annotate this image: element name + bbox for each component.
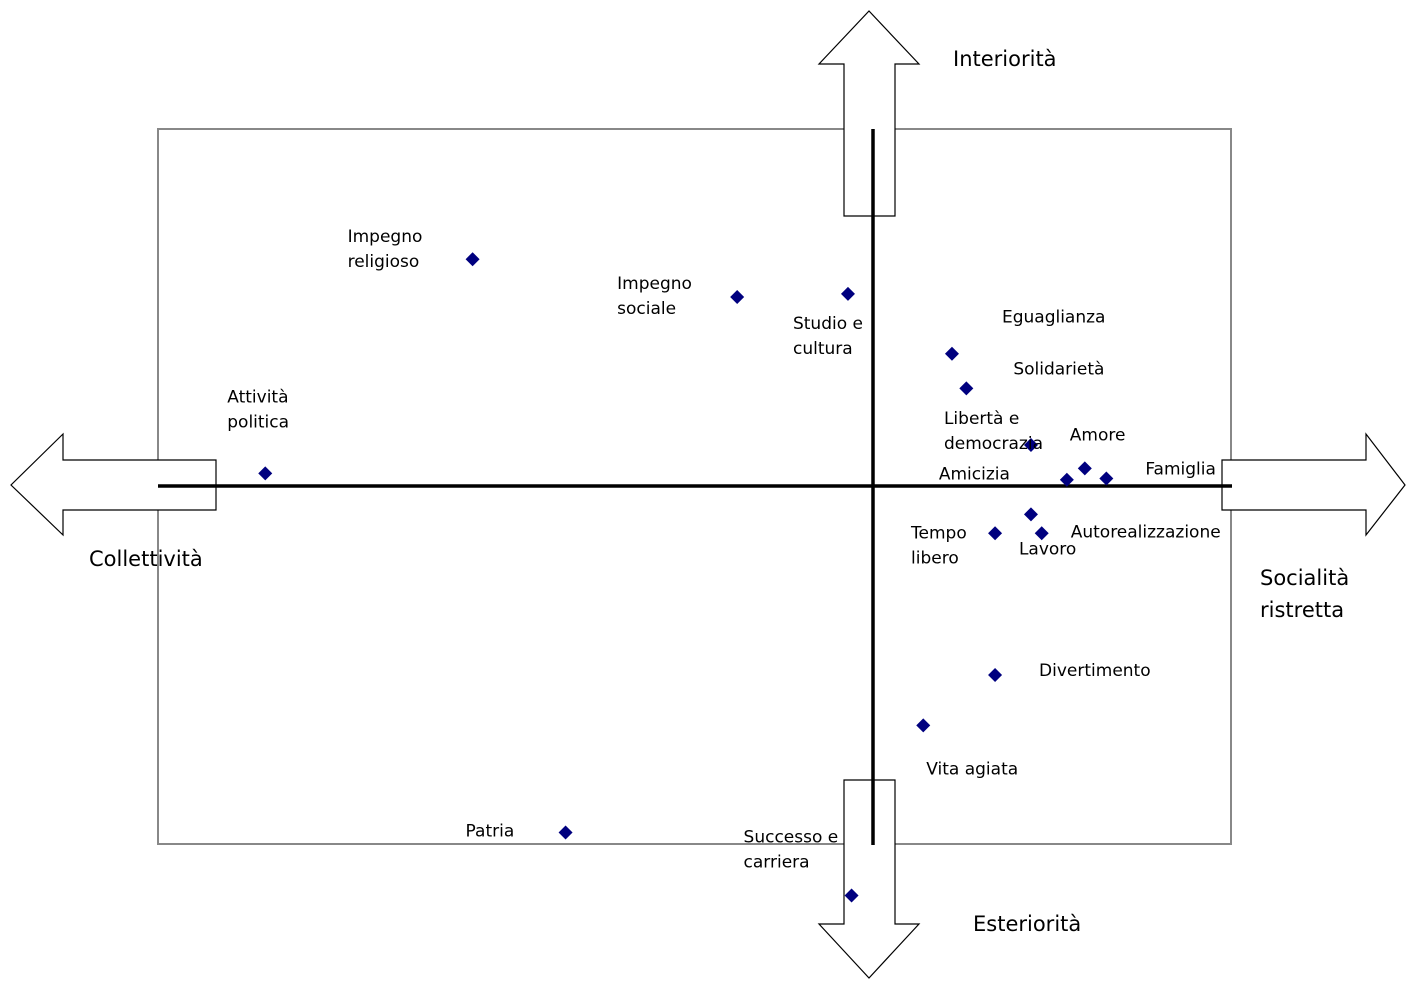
data-point: Tempo libero [910, 523, 1003, 568]
data-point: Famiglia [1099, 459, 1216, 486]
data-point: Amore [1070, 425, 1126, 476]
arrow-right-icon [1221, 432, 1406, 537]
point-label: Autorealizzazione [1071, 522, 1221, 542]
point-label: Divertimento [1039, 661, 1151, 681]
data-point: Studio e cultura [793, 286, 863, 359]
point-marker [1059, 472, 1074, 487]
point-label: Impegno religioso [348, 227, 423, 272]
data-point: Impegno religioso [348, 227, 480, 272]
data-point: Divertimento [988, 661, 1151, 682]
point-label: Vita agiata [926, 759, 1018, 779]
point-label: Libertà e democrazia [944, 409, 1043, 454]
point-label: Attività politica [227, 387, 289, 432]
data-point: Vita agiata [916, 718, 1018, 779]
direction-label-top: Interiorità [953, 47, 1057, 71]
direction-label-bottom: Esteriorità [973, 912, 1081, 936]
data-point: Attività politica [227, 387, 289, 481]
point-marker [730, 290, 745, 304]
point-marker [844, 888, 859, 903]
point-label: Studio e cultura [793, 314, 863, 359]
point-label: Famiglia [1145, 459, 1216, 479]
data-point: Amicizia [939, 465, 1074, 487]
point-marker [988, 668, 1003, 682]
point-marker [1099, 471, 1114, 486]
direction-label-left: Collettività [89, 547, 203, 571]
arrow-down-icon [817, 779, 921, 979]
direction-label-right: Socialità ristretta [1260, 566, 1349, 622]
data-point: Successo e carriera [744, 828, 859, 903]
data-point: Impegno sociale [617, 274, 745, 319]
point-label: Impegno sociale [617, 274, 692, 319]
data-point: Autorealizzazione [1034, 522, 1221, 542]
data-point: Libertà e democrazia [944, 409, 1043, 454]
point-label: Solidarietà [1013, 359, 1104, 379]
arrow-up-icon [817, 10, 921, 217]
point-marker [988, 526, 1003, 541]
point-marker [1077, 461, 1092, 476]
data-point: Eguaglianza [944, 308, 1106, 361]
point-label: Amore [1070, 425, 1126, 445]
point-label: Eguaglianza [1002, 308, 1106, 328]
point-marker [1034, 526, 1049, 541]
point-label: Lavoro [1019, 539, 1076, 559]
point-label: Tempo libero [910, 523, 967, 568]
point-marker [465, 252, 480, 267]
point-marker [558, 825, 573, 840]
point-marker [916, 718, 931, 733]
point-marker [840, 286, 855, 301]
arrow-left-icon [10, 432, 217, 537]
point-label: Successo e carriera [744, 828, 839, 873]
data-point: Patria [466, 822, 573, 842]
point-marker [1023, 507, 1038, 522]
data-point: Lavoro [1019, 507, 1076, 559]
point-marker [1023, 438, 1038, 453]
points-layer: Impegno religioso Impegno sociale Studio e cu… [227, 227, 1221, 903]
point-marker [959, 381, 974, 396]
data-point: Solidarietà [959, 359, 1104, 396]
point-marker [944, 346, 959, 361]
point-label: Amicizia [939, 465, 1010, 485]
point-label: Patria [466, 822, 515, 842]
point-marker [258, 466, 273, 481]
